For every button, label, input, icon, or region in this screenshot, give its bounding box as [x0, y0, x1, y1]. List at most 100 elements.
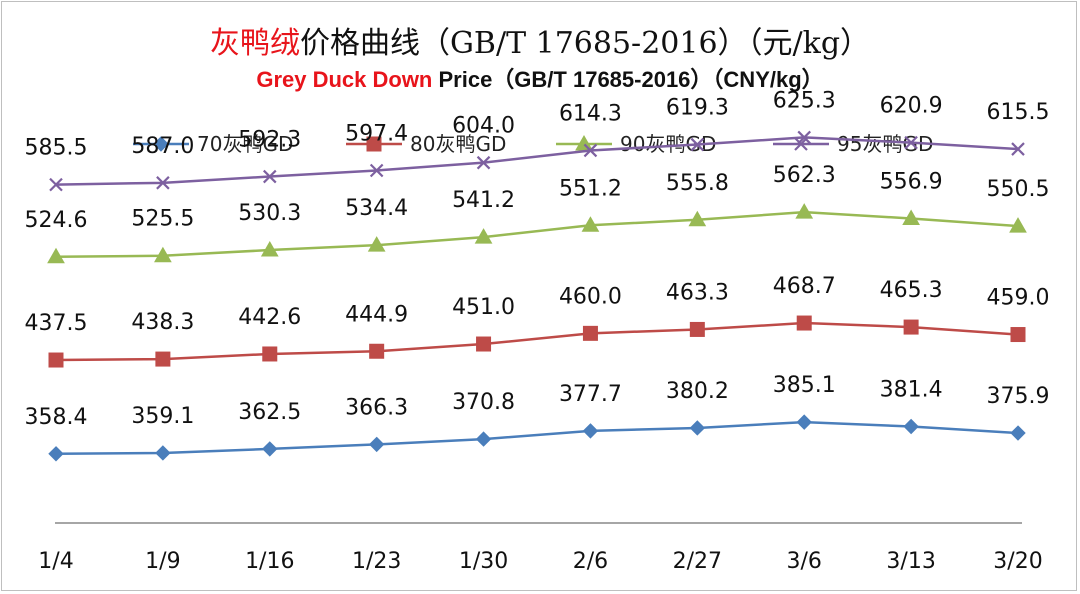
data-point [582, 325, 598, 341]
series-line [55, 210, 1019, 259]
data-point [262, 441, 278, 457]
data-point [156, 176, 170, 190]
data-point [368, 436, 385, 453]
data-point [904, 135, 918, 150]
data-point [689, 420, 706, 436]
legend: 70灰鸭GD 80灰鸭GD 90灰鸭GD 95灰鸭GD [133, 132, 933, 156]
series-2: 437.5 438.3 442.6 444.9 451.0 460.0 463.3 468.7… [25, 274, 1050, 368]
data-point [797, 130, 812, 145]
x-tick-label: 3/20 [993, 549, 1042, 574]
chart-title-cn-rest: 价格曲线（GB/T 17685-2016）（元/kg） [299, 26, 871, 61]
data-label: 468.7 [773, 274, 836, 299]
data-label: 438.3 [131, 310, 194, 335]
series-line [55, 136, 1019, 186]
data-label: 437.5 [25, 311, 88, 336]
data-label: 530.3 [238, 201, 301, 226]
data-point [689, 321, 705, 337]
data-label: 615.5 [987, 100, 1050, 125]
data-point [1010, 425, 1026, 441]
data-point [369, 163, 384, 178]
data-label: 585.5 [25, 136, 88, 161]
data-label: 358.4 [25, 405, 88, 430]
series-1: 358.4 359.1 362.5 366.3 370.8 377.7 380.2 385.1… [25, 373, 1050, 462]
x-tick-label: 1/4 [38, 549, 73, 574]
data-label: 551.2 [559, 176, 622, 201]
data-point [1011, 142, 1025, 156]
data-point [903, 418, 919, 435]
data-label: 587.0 [131, 134, 194, 159]
data-label: 366.3 [345, 395, 408, 420]
data-label: 592.3 [238, 128, 301, 153]
legend-item: 70灰鸭GD [133, 132, 293, 156]
legend-marker [153, 136, 169, 152]
chart-title-cn-highlight: 灰鸭绒 [209, 26, 300, 61]
data-point [262, 169, 277, 184]
data-label: 550.5 [987, 177, 1050, 202]
data-label: 463.3 [666, 280, 729, 305]
data-point [48, 446, 64, 462]
data-label: 625.3 [773, 88, 836, 113]
chart-title-cn: 灰鸭绒价格曲线（GB/T 17685-2016）（元/kg） [0, 18, 1080, 62]
chart-title-en-highlight: Grey Duck Down [256, 67, 433, 92]
legend-marker [366, 136, 382, 152]
data-point [581, 216, 600, 232]
data-point [48, 352, 64, 368]
data-label: 380.2 [666, 379, 729, 404]
data-point [49, 177, 63, 192]
data-label: 460.0 [559, 284, 622, 309]
series-4: 585.5 587.0 592.3 597.4 604.0 614.3 619.3 625.3… [25, 88, 1050, 192]
data-point [47, 247, 65, 264]
data-label: 525.5 [131, 207, 194, 232]
data-point [475, 431, 492, 447]
chart-title-en: Grey Duck Down Price（GB/T 17685-2016）（CN… [0, 62, 1080, 94]
data-point [1009, 217, 1027, 233]
data-label: 465.3 [880, 278, 943, 303]
legend-item: 80灰鸭GD [346, 132, 506, 156]
data-point [795, 203, 814, 219]
data-point [796, 315, 812, 331]
data-label: 541.2 [452, 188, 515, 213]
data-label: 597.4 [345, 121, 408, 146]
data-point [1010, 327, 1026, 343]
data-label: 620.9 [880, 94, 943, 119]
data-label: 619.3 [666, 96, 729, 121]
data-point [154, 246, 172, 263]
series-line [55, 420, 1019, 456]
x-tick-label: 1/23 [352, 549, 401, 574]
data-label: 555.8 [666, 171, 729, 196]
data-label: 604.0 [452, 114, 515, 139]
x-tick-label: 3/6 [787, 549, 822, 574]
data-point [688, 210, 707, 227]
data-point [902, 209, 920, 225]
chart-title-en-rest: Price（GB/T 17685-2016）（CNY/kg） [432, 67, 824, 92]
data-point [474, 228, 493, 244]
data-point [690, 137, 705, 152]
series-group: 358.4 359.1 362.5 366.3 370.8 377.7 380.2 385.1… [25, 88, 1050, 462]
series-3: 524.6 525.5 530.3 534.4 541.2 551.2 555.8 562.3… [25, 163, 1050, 264]
x-tick-label: 1/16 [245, 549, 294, 574]
data-point [903, 319, 919, 335]
series-line [55, 321, 1019, 362]
data-point [155, 445, 171, 461]
data-point [369, 343, 385, 359]
data-label: 556.9 [880, 169, 943, 194]
x-tick-label: 2/27 [673, 549, 722, 574]
data-label: 562.3 [773, 163, 836, 188]
data-point [583, 143, 598, 158]
data-label: 459.0 [987, 286, 1050, 311]
data-label: 377.7 [559, 382, 622, 407]
data-label: 375.9 [987, 384, 1050, 409]
data-point [260, 241, 279, 257]
data-label: 614.3 [559, 101, 622, 126]
x-tick-label: 1/30 [459, 549, 508, 574]
data-point [262, 346, 278, 362]
x-tick-label: 2/6 [573, 549, 608, 574]
data-point [582, 423, 599, 439]
x-tick-label: 3/13 [886, 549, 935, 574]
data-label: 362.5 [238, 400, 301, 425]
data-label: 444.9 [345, 302, 408, 327]
legend-marker [794, 137, 808, 151]
data-label: 451.0 [452, 295, 515, 320]
